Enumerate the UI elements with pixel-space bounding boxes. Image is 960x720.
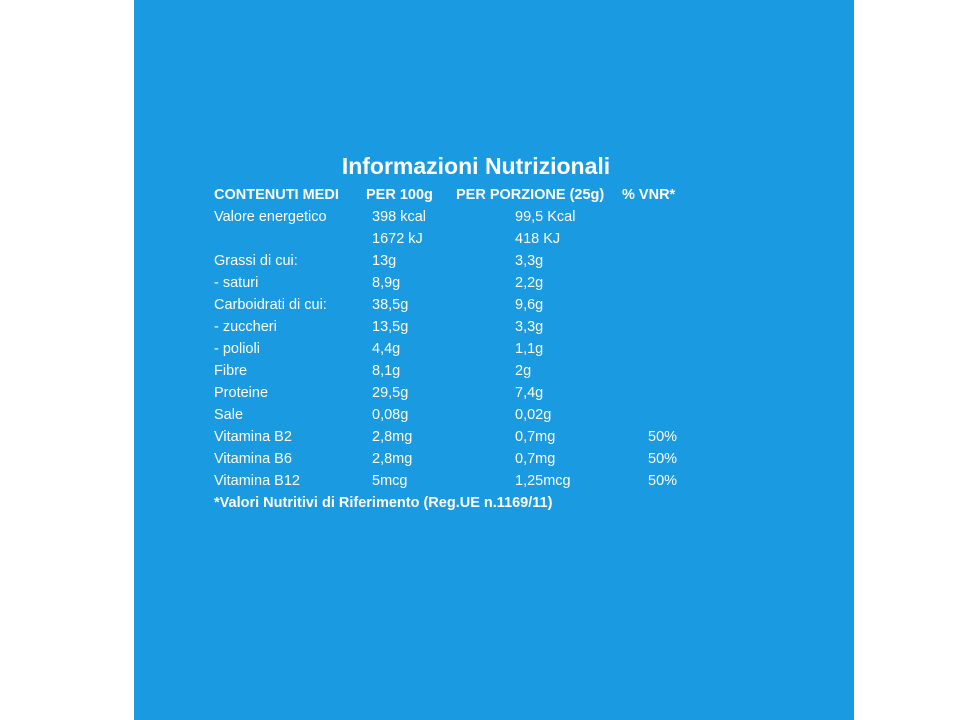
per-100g-cell: 13g [372,253,397,269]
row-label: Vitamina B6 [214,451,292,467]
per-portion-cell: 1,1g [515,341,544,357]
row-label: - zuccheri [214,319,277,335]
column-header: PER 100g [366,187,433,203]
per-100g-cell: 13,5g [372,319,409,335]
per-100g-cell: 8,9g [372,275,401,291]
per-100g-cell: 1672 kJ [372,231,423,247]
per-100g-cell: 0,08g [372,407,409,423]
row-label: Grassi di cui: [214,253,298,269]
per-portion-cell: 3,3g [515,319,544,335]
per-100g-cell: 2,8mg [372,429,413,445]
per-portion-cell: 0,7mg [515,451,556,467]
vnr-cell: 50% [648,429,678,445]
row-label: Vitamina B2 [214,429,292,445]
per-100g-cell: 8,1g [372,363,401,379]
row-label: - polioli [214,341,260,357]
per-portion-cell: 0,7mg [515,429,556,445]
column-header: CONTENUTI MEDI [214,187,339,203]
vnr-cell: 50% [648,451,678,467]
row-label: Proteine [214,385,269,401]
background-panel [134,0,854,720]
row-label: - saturi [214,275,259,291]
row-label: Vitamina B12 [214,473,300,489]
per-100g-cell: 5mcg [372,473,408,489]
footnote: *Valori Nutritivi di Riferimento (Reg.UE… [214,495,553,511]
per-100g-cell: 2,8mg [372,451,413,467]
row-label: Sale [214,407,244,423]
row-label: Valore energetico [214,209,327,225]
row-label: Carboidrati di cui: [214,297,327,313]
row-label: Fibre [214,363,248,379]
per-portion-cell: 1,25mcg [515,473,571,489]
title: Informazioni Nutrizionali [341,153,611,179]
per-portion-cell: 418 KJ [515,231,561,247]
per-portion-cell: 3,3g [515,253,544,269]
per-portion-cell: 0,02g [515,407,552,423]
per-portion-cell: 2,2g [515,275,544,291]
per-portion-cell: 2g [515,363,532,379]
per-100g-cell: 29,5g [372,385,409,401]
per-100g-cell: 398 kcal [372,209,427,225]
per-portion-cell: 99,5 Kcal [515,209,576,225]
per-100g-cell: 4,4g [372,341,401,357]
column-header: % VNR* [622,187,676,203]
per-portion-cell: 9,6g [515,297,544,313]
per-100g-cell: 38,5g [372,297,409,313]
column-header: PER PORZIONE (25g) [456,187,605,203]
per-portion-cell: 7,4g [515,385,544,401]
vnr-cell: 50% [648,473,678,489]
